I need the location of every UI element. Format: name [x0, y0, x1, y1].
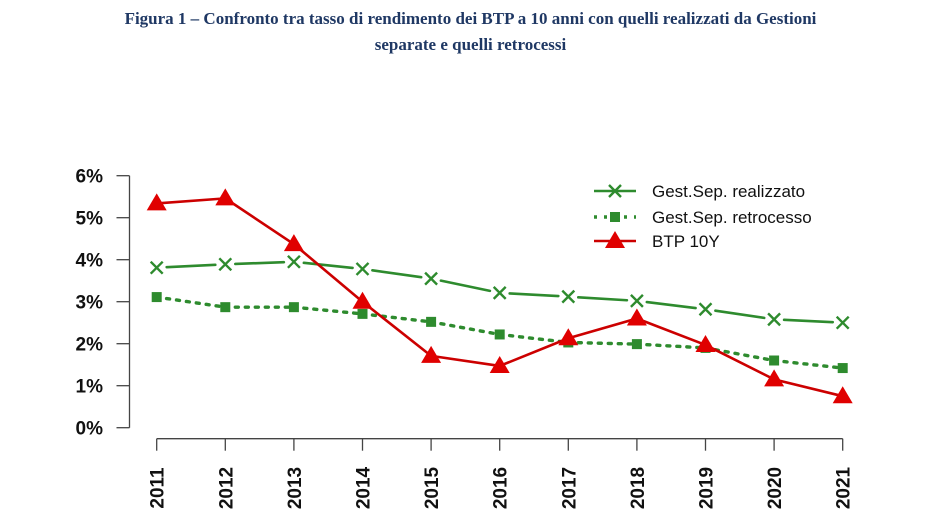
data-point [764, 369, 785, 387]
series-segment [371, 269, 423, 279]
series-segment [224, 197, 296, 246]
data-point [215, 188, 236, 206]
x-tick-label: 2018 [628, 467, 649, 509]
data-point [832, 386, 853, 404]
x-axis: 2011 2012 2013 2014 2015 2016 2017 2018 2019 2020… [148, 438, 855, 509]
data-point [626, 308, 647, 326]
data-point [769, 355, 780, 366]
y-tick-label: 2% [76, 335, 104, 356]
data-point [426, 316, 437, 327]
data-point [695, 334, 716, 352]
x-tick-label: 2019 [697, 467, 718, 509]
data-point [355, 262, 370, 276]
series-segment [508, 292, 560, 298]
series-segment [429, 354, 502, 368]
series-segment [233, 260, 286, 266]
data-point [561, 289, 576, 304]
data-point [149, 260, 164, 275]
series-0 [149, 254, 850, 330]
y-axis: 0% 1% 2% 3% 4% 5% 6% [76, 167, 131, 440]
data-point [218, 257, 233, 272]
series-segment [498, 332, 570, 345]
data-point [631, 339, 642, 350]
data-point [698, 302, 713, 317]
series-segment [360, 312, 433, 324]
y-tick-label: 4% [76, 251, 104, 272]
legend-label: Gest.Sep. realizzato [652, 182, 805, 201]
y-tick-label: 3% [76, 293, 104, 314]
series-layer [146, 188, 853, 404]
legend-label: Gest.Sep. retrocesso [652, 208, 812, 227]
data-point [489, 355, 510, 373]
series-segment [635, 342, 708, 350]
series-segment [292, 305, 365, 316]
series-segment [429, 320, 502, 337]
y-tick-label: 0% [76, 419, 104, 440]
series-segment [302, 261, 354, 270]
series-segment [714, 309, 766, 320]
series-segment [439, 279, 492, 293]
series-segment [772, 378, 845, 398]
legend-item: Gest.Sep. retrocesso [594, 208, 812, 227]
x-tick-label: 2021 [834, 466, 855, 509]
data-point [357, 308, 368, 319]
x-tick-label: 2011 [148, 467, 169, 509]
series-segment [361, 300, 433, 358]
data-point [424, 271, 438, 286]
data-point [287, 254, 301, 269]
x-tick-label: 2014 [354, 466, 375, 509]
series-segment [292, 242, 364, 304]
series-segment [782, 318, 835, 324]
y-tick-label: 1% [76, 377, 104, 398]
series-segment [498, 336, 570, 368]
series-2 [146, 188, 853, 404]
series-segment [154, 295, 228, 309]
series-segment [635, 317, 707, 347]
caption-line-1: Figura 1 – Confronto tra tasso di rendim… [124, 9, 817, 28]
y-tick-label: 5% [76, 209, 104, 230]
legend: Gest.Sep. realizzato Gest.Sep. retrocesso… [594, 182, 812, 251]
data-point [767, 312, 781, 327]
legend-marker [605, 231, 625, 248]
legend-item: Gest.Sep. realizzato [594, 182, 805, 201]
legend-marker [610, 212, 620, 222]
data-point [288, 302, 299, 313]
figure-caption: Figura 1 – Confronto tra tasso di rendim… [0, 6, 941, 58]
data-point [352, 291, 373, 309]
data-point [835, 315, 850, 330]
data-point [558, 328, 579, 346]
legend-label: BTP 10Y [652, 232, 720, 251]
series-segment [704, 343, 776, 381]
series-segment [772, 358, 845, 370]
x-tick-label: 2020 [765, 467, 786, 509]
data-point [283, 234, 304, 252]
series-segment [576, 295, 629, 302]
x-tick-label: 2013 [285, 467, 306, 509]
data-point [151, 292, 162, 303]
y-tick-label: 6% [76, 167, 104, 188]
series-segment [165, 263, 217, 269]
x-tick-label: 2016 [491, 467, 512, 509]
series-segment [155, 197, 227, 205]
data-point [146, 193, 167, 211]
data-point [494, 329, 505, 340]
data-point [220, 302, 231, 313]
data-point [837, 363, 848, 374]
series-segment [566, 340, 639, 346]
legend-item: BTP 10Y [594, 231, 720, 251]
series-segment [566, 317, 639, 340]
caption-line-2: separate e quelli retrocessi [374, 35, 567, 54]
data-point [630, 294, 644, 308]
data-point [421, 345, 442, 363]
x-tick-label: 2012 [216, 467, 237, 509]
x-tick-label: 2017 [559, 467, 580, 509]
series-segment [645, 300, 697, 310]
x-tick-label: 2015 [422, 466, 443, 509]
data-point [492, 286, 507, 300]
legend-marker [608, 184, 622, 198]
